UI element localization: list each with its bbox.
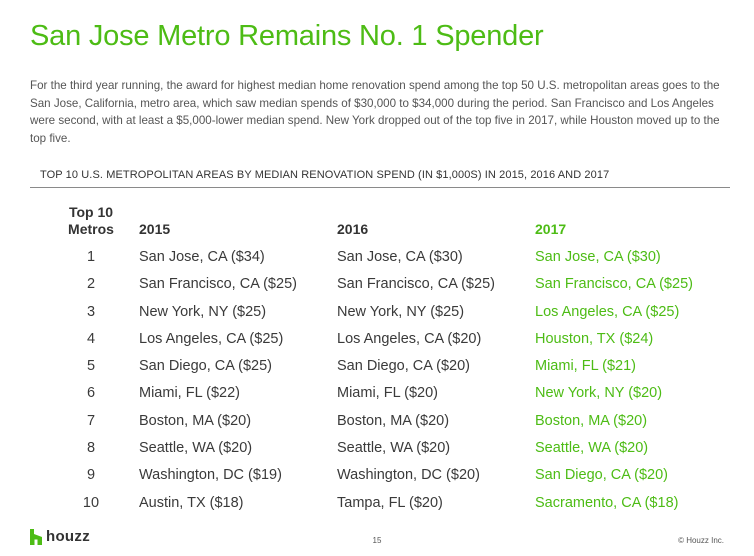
page-number: 15 <box>372 536 382 545</box>
cell-2015: Los Angeles, CA ($25) <box>139 330 284 347</box>
intro-paragraph: For the third year running, the award fo… <box>30 79 720 145</box>
cell-2017: San Francisco, CA ($25) <box>535 276 693 293</box>
cell-2017: San Diego, CA ($20) <box>535 467 668 484</box>
rank-cell: 5 <box>86 358 96 375</box>
table-row: 7 Boston, MA ($20) Boston, MA ($20) Bost… <box>30 411 730 438</box>
cell-2017: San Jose, CA ($30) <box>535 249 661 265</box>
header-top10: Top 10 <box>68 204 114 220</box>
cell-2016: Los Angeles, CA ($20) <box>337 330 482 347</box>
cell-2017: Boston, MA ($20) <box>535 412 648 429</box>
houzz-logo-icon <box>30 528 42 545</box>
cell-2016: San Diego, CA ($20) <box>337 358 470 375</box>
rank-cell: 10 <box>82 494 100 511</box>
header-metros: Metros <box>68 221 114 237</box>
cell-2016: San Francisco, CA ($25) <box>337 276 495 293</box>
houzz-logo-text: houzz <box>46 528 90 545</box>
table-row: 4 Los Angeles, CA ($25) Los Angeles, CA … <box>30 329 730 356</box>
rank-cell: 4 <box>86 330 96 347</box>
cell-2015: Miami, FL ($22) <box>139 385 240 402</box>
cell-2017: Seattle, WA ($20) <box>535 440 649 457</box>
cell-2016: Washington, DC ($20) <box>337 467 480 484</box>
cell-2015: Austin, TX ($18) <box>139 494 244 511</box>
cell-2016: Boston, MA ($20) <box>337 412 450 429</box>
table-row: 10 Austin, TX ($18) Tampa, FL ($20) Sacr… <box>30 493 730 520</box>
rank-cell: 2 <box>86 276 96 293</box>
cell-2017: New York, NY ($20) <box>535 385 663 402</box>
cell-2017: Houston, TX ($24) <box>535 330 654 347</box>
cell-2016: Seattle, WA ($20) <box>337 440 451 457</box>
cell-2015: Boston, MA ($20) <box>139 412 252 429</box>
table-row: 6 Miami, FL ($22) Miami, FL ($20) New Yo… <box>30 383 730 410</box>
header-2015: 2015 <box>139 221 171 237</box>
page-title: San Jose Metro Remains No. 1 Spender <box>30 20 544 52</box>
houzz-logo: houzz <box>30 528 90 545</box>
cell-2015: Washington, DC ($19) <box>139 467 282 484</box>
table-row: 1 San Jose, CA ($34) San Jose, CA ($30) … <box>30 247 730 274</box>
cell-2016: New York, NY ($25) <box>337 303 465 320</box>
table-row: 2 San Francisco, CA ($25) San Francisco,… <box>30 274 730 301</box>
table-body: 1 San Jose, CA ($34) San Jose, CA ($30) … <box>30 247 730 520</box>
cell-2015: San Jose, CA ($34) <box>139 249 265 265</box>
cell-2015: San Francisco, CA ($25) <box>139 276 297 293</box>
cell-2017: Sacramento, CA ($18) <box>535 494 679 511</box>
cell-2015: New York, NY ($25) <box>139 303 267 320</box>
rank-cell: 9 <box>86 467 96 484</box>
header-2016: 2016 <box>337 221 369 237</box>
table-row: 3 New York, NY ($25) New York, NY ($25) … <box>30 302 730 329</box>
rank-cell: 7 <box>86 412 96 429</box>
cell-2016: Tampa, FL ($20) <box>337 494 443 511</box>
header-2017: 2017 <box>535 221 567 237</box>
table-row: 8 Seattle, WA ($20) Seattle, WA ($20) Se… <box>30 438 730 465</box>
rank-cell: 1 <box>86 249 96 265</box>
cell-2015: San Diego, CA ($25) <box>139 358 272 375</box>
rank-cell: 6 <box>86 385 96 402</box>
rank-cell: 8 <box>86 440 96 457</box>
cell-2016: Miami, FL ($20) <box>337 385 438 402</box>
rank-cell: 3 <box>86 303 96 320</box>
cell-2017: Los Angeles, CA ($25) <box>535 303 680 320</box>
copyright: © Houzz Inc. <box>678 536 724 545</box>
table-row: 9 Washington, DC ($19) Washington, DC ($… <box>30 465 730 492</box>
cell-2015: Seattle, WA ($20) <box>139 440 253 457</box>
cell-2016: San Jose, CA ($30) <box>337 249 463 265</box>
table-heading: TOP 10 U.S. METROPOLITAN AREAS BY MEDIAN… <box>30 169 730 188</box>
table-row: 5 San Diego, CA ($25) San Diego, CA ($20… <box>30 356 730 383</box>
cell-2017: Miami, FL ($21) <box>535 358 636 375</box>
